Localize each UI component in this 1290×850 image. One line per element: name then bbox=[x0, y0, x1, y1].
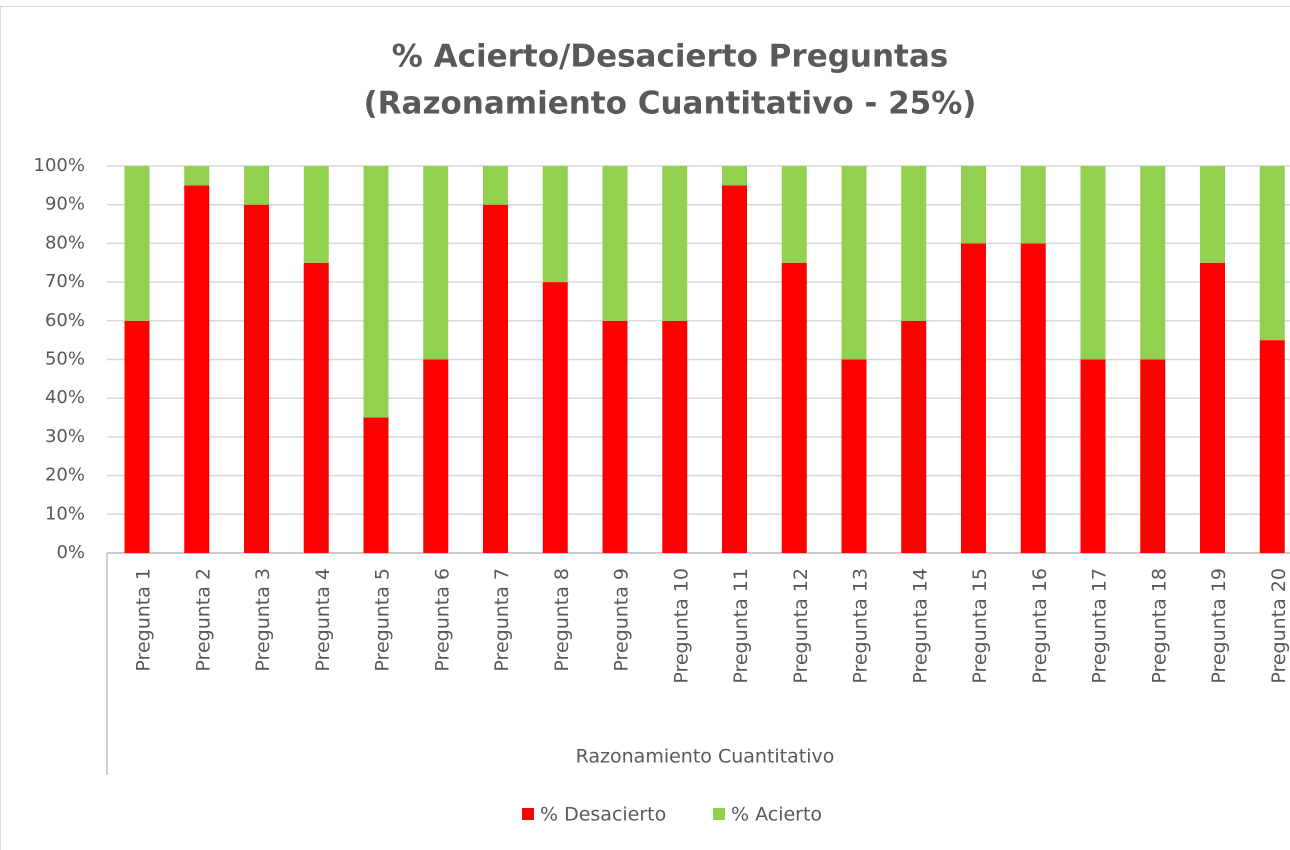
x-tick-label: Pregunta 4 bbox=[312, 568, 334, 672]
x-tick-label: Pregunta 1 bbox=[133, 568, 155, 672]
bar-segment bbox=[542, 166, 568, 283]
bar-segment bbox=[901, 320, 927, 553]
x-tick-label: Pregunta 12 bbox=[790, 568, 812, 684]
x-tick-label: Pregunta 6 bbox=[431, 568, 453, 672]
x-tick-label: Pregunta 19 bbox=[1208, 568, 1230, 684]
y-tick-label: 100% bbox=[34, 155, 85, 176]
bar-segment bbox=[961, 166, 986, 244]
x-tick-label: Pregunta 9 bbox=[611, 568, 633, 672]
bar-segment bbox=[1259, 166, 1285, 341]
bar-segment bbox=[1140, 359, 1166, 553]
x-tick-label: Pregunta 7 bbox=[491, 568, 513, 672]
y-tick-label: 10% bbox=[45, 503, 85, 524]
x-tick-label: Pregunta 18 bbox=[1148, 568, 1170, 684]
chart-title: (Razonamiento Cuantitativo - 25%) bbox=[364, 86, 977, 122]
y-tick-label: 50% bbox=[45, 349, 85, 370]
x-axis-label: Razonamiento Cuantitativo bbox=[576, 746, 835, 768]
bar-segment bbox=[662, 320, 688, 553]
bar-segment bbox=[1080, 359, 1106, 553]
bar-segment bbox=[1020, 243, 1046, 553]
x-tick-label: Pregunta 16 bbox=[1029, 568, 1051, 684]
bar-segment bbox=[303, 262, 329, 553]
bar-segment bbox=[722, 166, 747, 186]
y-tick-label: 40% bbox=[45, 387, 85, 408]
y-tick-label: 60% bbox=[45, 310, 85, 331]
y-tick-label: 0% bbox=[56, 542, 85, 563]
bar-segment bbox=[841, 359, 867, 553]
bar-segment bbox=[602, 320, 628, 553]
x-tick-label: Pregunta 8 bbox=[551, 568, 573, 672]
bar-segment bbox=[1259, 340, 1285, 553]
bar-segment bbox=[542, 282, 568, 553]
bar-segment bbox=[901, 166, 927, 321]
y-tick-label: 30% bbox=[45, 426, 85, 447]
bar-segment bbox=[244, 166, 269, 205]
bar-segment bbox=[483, 204, 508, 553]
bar-segment bbox=[363, 166, 389, 418]
x-tick-label: Pregunta 2 bbox=[192, 568, 214, 672]
chart-title: % Acierto/Desacierto Preguntas bbox=[392, 39, 949, 75]
bar-segment bbox=[961, 243, 986, 553]
x-tick-label: Pregunta 20 bbox=[1268, 568, 1290, 684]
bar-segment bbox=[303, 166, 329, 263]
bar-segment bbox=[781, 166, 807, 263]
bar-segment bbox=[1020, 166, 1046, 244]
bar-segment bbox=[244, 204, 269, 553]
y-tick-label: 90% bbox=[45, 194, 85, 215]
y-tick-label: 70% bbox=[45, 271, 85, 292]
bar-segment bbox=[602, 166, 628, 321]
legend-swatch bbox=[522, 808, 534, 820]
legend-label: % Acierto bbox=[731, 804, 822, 826]
x-tick-label: Pregunta 14 bbox=[909, 568, 931, 684]
bar-segment bbox=[1200, 166, 1225, 263]
x-tick-label: Pregunta 3 bbox=[252, 568, 274, 672]
chart-border bbox=[0, 6, 1290, 850]
bar-segment bbox=[363, 417, 389, 553]
y-tick-label: 20% bbox=[45, 465, 85, 486]
x-tick-label: Pregunta 17 bbox=[1089, 568, 1111, 684]
bar-segment bbox=[423, 359, 449, 553]
x-tick-label: Pregunta 5 bbox=[372, 568, 394, 672]
bar-segment bbox=[124, 166, 150, 321]
bar-segment bbox=[1080, 166, 1106, 360]
bar-segment bbox=[184, 185, 210, 553]
bar-segment bbox=[124, 320, 150, 553]
bar-segment bbox=[184, 166, 210, 186]
legend-swatch bbox=[713, 808, 725, 820]
bar-segment bbox=[662, 166, 688, 321]
bar-segment bbox=[423, 166, 449, 360]
y-tick-label: 80% bbox=[45, 232, 85, 253]
bar-segment bbox=[483, 166, 508, 205]
bar-segment bbox=[841, 166, 867, 360]
bar-segment bbox=[722, 185, 747, 553]
x-tick-label: Pregunta 15 bbox=[969, 568, 991, 684]
x-tick-label: Pregunta 13 bbox=[850, 568, 872, 684]
x-tick-label: Pregunta 10 bbox=[670, 568, 692, 684]
x-tick-label: Pregunta 11 bbox=[730, 568, 752, 684]
bar-segment bbox=[1200, 262, 1225, 553]
legend-label: % Desacierto bbox=[540, 804, 666, 826]
bar-segment bbox=[1140, 166, 1166, 360]
bar-segment bbox=[781, 262, 807, 553]
